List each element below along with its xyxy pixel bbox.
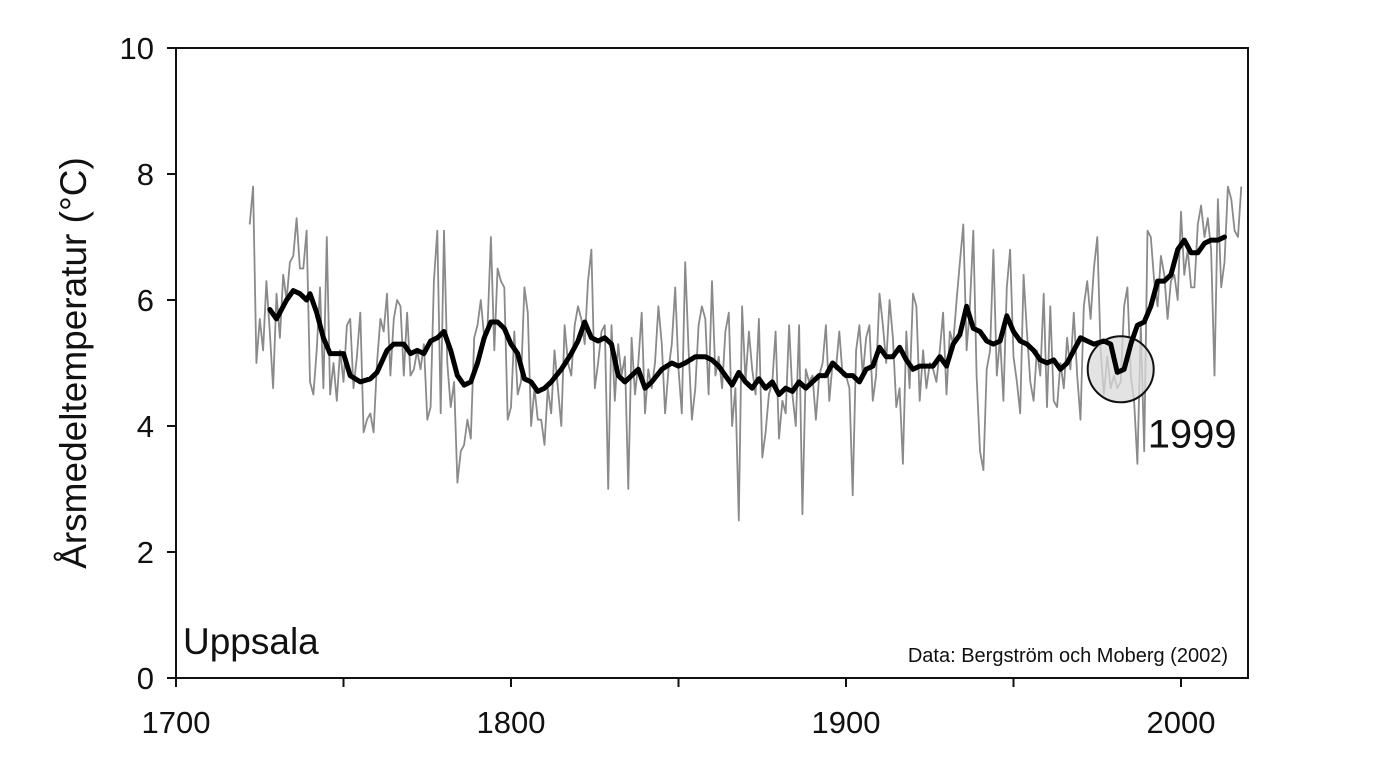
x-tick-label: 1900 xyxy=(812,705,881,740)
y-axis-label: Årsmedeltemperatur (°C) xyxy=(53,157,94,569)
y-tick-label: 4 xyxy=(137,409,154,444)
y-tick-label: 10 xyxy=(120,31,154,66)
y-tick-label: 0 xyxy=(137,661,154,696)
smoothed-series-line xyxy=(267,234,1227,397)
y-tick-label: 2 xyxy=(137,535,154,570)
source-note: Data: Bergström och Moberg (2002) xyxy=(908,645,1228,667)
x-tick-label: 2000 xyxy=(1147,705,1216,740)
plot-frame xyxy=(175,47,1249,679)
y-tick-label: 8 xyxy=(137,157,154,192)
axes: 0 2 4 6 8 10 1700 1800 1900 2000 xyxy=(120,31,1216,740)
x-tick-label: 1700 xyxy=(142,705,211,740)
station-label: Uppsala xyxy=(183,621,319,662)
y-tick-label: 6 xyxy=(137,283,154,318)
annotation-label: 1999 xyxy=(1148,412,1237,456)
x-tick-label: 1800 xyxy=(477,705,546,740)
